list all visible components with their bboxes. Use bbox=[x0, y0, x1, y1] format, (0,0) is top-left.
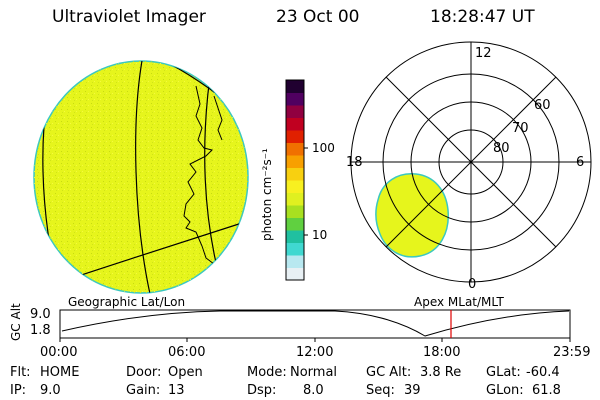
x-tick-label: 06:00 bbox=[168, 345, 206, 360]
colorbar-band bbox=[286, 217, 304, 231]
colorbar-band bbox=[286, 117, 304, 131]
colorbar-band bbox=[286, 105, 304, 118]
earth-disk-texture bbox=[34, 61, 248, 293]
coastline bbox=[183, 85, 215, 265]
image-date: 23 Oct 00 bbox=[276, 7, 360, 27]
colorbar-tick-10: 10 bbox=[312, 228, 328, 242]
x-tick-label: 18:00 bbox=[423, 345, 461, 360]
colorbar-tick-100: 100 bbox=[312, 141, 335, 155]
seq-value: 39 bbox=[404, 383, 421, 398]
mlt-label-18: 18 bbox=[346, 155, 363, 170]
altitude-frame bbox=[59, 309, 571, 339]
x-tick-label: 00:00 bbox=[40, 345, 78, 360]
mlt-label-6: 6 bbox=[576, 155, 585, 170]
altitude-ylabel: GC Alt bbox=[9, 303, 23, 341]
colorbar-band bbox=[286, 167, 304, 181]
gain-label: Gain: bbox=[126, 383, 161, 398]
colorbar-band bbox=[286, 230, 304, 243]
colorbar-band bbox=[286, 92, 304, 106]
seq-label: Seq: bbox=[366, 383, 395, 398]
dsp-label: Dsp: bbox=[247, 383, 277, 398]
colorbar-band bbox=[286, 130, 304, 143]
mlat-label-70: 70 bbox=[512, 121, 529, 136]
mlt-label-0: 0 bbox=[468, 277, 477, 292]
ip-label: IP: bbox=[10, 383, 27, 398]
x-tick-label: 12:00 bbox=[296, 345, 334, 360]
mlt-axis-diagonal bbox=[385, 76, 557, 248]
flt-value: HOME bbox=[40, 365, 80, 380]
polar-caption: Apex MLat/MLT bbox=[414, 295, 504, 309]
x-tick-label: 23:59 bbox=[553, 345, 591, 360]
colorbar-frame bbox=[285, 79, 305, 281]
colorbar-band bbox=[286, 142, 304, 156]
altitude-curve bbox=[61, 310, 570, 337]
meridian-line bbox=[135, 61, 151, 293]
glat-label: GLat: bbox=[486, 365, 521, 380]
mlat-label-80: 80 bbox=[493, 141, 510, 156]
gain-value: 13 bbox=[168, 383, 185, 398]
image-time: 18:28:47 UT bbox=[430, 7, 535, 27]
colorbar bbox=[285, 79, 308, 281]
door-label: Door: bbox=[126, 365, 162, 380]
colorbar-band bbox=[286, 155, 304, 168]
glon-value: 61.8 bbox=[532, 383, 561, 398]
coastline bbox=[213, 95, 223, 141]
ip-value: 9.0 bbox=[40, 383, 61, 398]
altitude-strip bbox=[59, 309, 571, 342]
colorbar-band bbox=[286, 192, 304, 206]
glat-value: -60.4 bbox=[526, 365, 560, 380]
mlt-label-12: 12 bbox=[475, 46, 492, 61]
aurora-patch bbox=[375, 173, 449, 258]
altitude-y-max: 9.0 bbox=[30, 307, 51, 322]
colorbar-band bbox=[286, 180, 304, 193]
gcalt-value: 3.8 Re bbox=[420, 365, 462, 380]
geographic-image bbox=[33, 60, 249, 294]
mode-value: Normal bbox=[290, 365, 338, 380]
flt-label: Flt: bbox=[10, 365, 31, 380]
glon-label: GLon: bbox=[486, 383, 524, 398]
dsp-value: 8.0 bbox=[303, 383, 324, 398]
colorbar-band bbox=[286, 205, 304, 218]
mlat-label-60: 60 bbox=[534, 98, 551, 113]
colorbar-unit-label: photon cm⁻²s⁻¹ bbox=[260, 148, 274, 241]
geo-caption: Geographic Lat/Lon bbox=[68, 295, 186, 309]
gcalt-label: GC Alt: bbox=[366, 365, 412, 380]
colorbar-band bbox=[286, 242, 304, 256]
coastline bbox=[34, 111, 45, 125]
altitude-y-min: 1.8 bbox=[30, 323, 51, 338]
colorbar-band bbox=[286, 255, 304, 268]
instrument-title: Ultraviolet Imager bbox=[52, 7, 206, 27]
colorbar-band bbox=[286, 267, 304, 281]
polar-plot bbox=[350, 41, 592, 283]
door-value: Open bbox=[168, 365, 203, 380]
mode-label: Mode: bbox=[247, 365, 287, 380]
colorbar-band bbox=[286, 80, 304, 93]
